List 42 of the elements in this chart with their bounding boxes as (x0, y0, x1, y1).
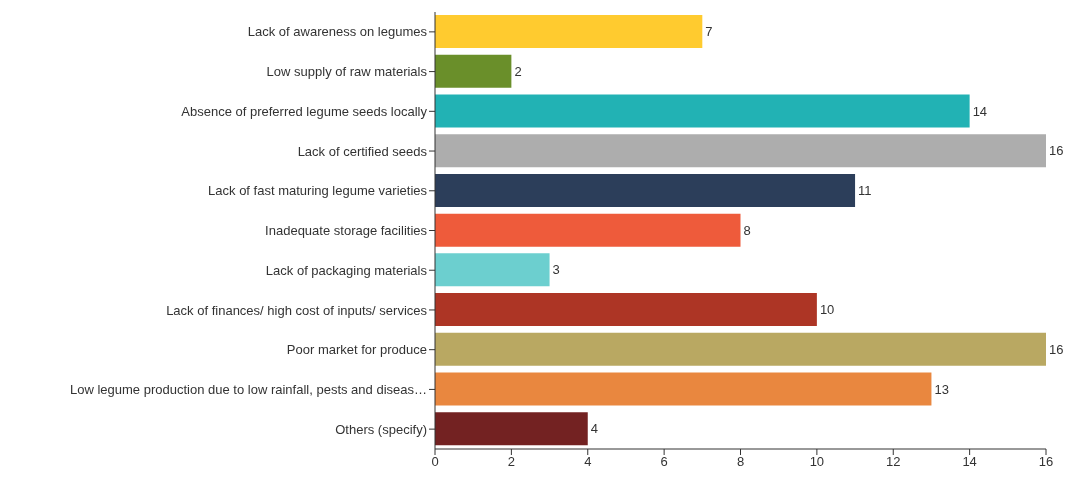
x-tick-label: 2 (507, 454, 515, 470)
x-tick-label: 12 (886, 454, 901, 470)
data-label: 10 (819, 302, 835, 318)
data-label: 3 (552, 262, 560, 278)
x-tick-label: 0 (431, 454, 439, 470)
bar (435, 134, 1046, 168)
x-tick-label: 10 (809, 454, 825, 470)
bar (435, 293, 817, 327)
bar (435, 173, 856, 207)
bar (435, 15, 703, 48)
data-label: 13 (934, 381, 949, 397)
y-tick-label: Absence of preferred legume seeds locally (181, 103, 428, 119)
y-tick-label: Others (specify) (335, 421, 427, 437)
x-tick-label: 16 (1038, 454, 1054, 470)
y-tick-label: Lack of fast maturing legume varieties (208, 183, 428, 199)
data-label: 16 (1049, 143, 1064, 159)
data-label: 16 (1049, 341, 1064, 357)
data-label: 7 (705, 24, 713, 40)
y-tick-label: Poor market for produce (286, 342, 427, 358)
bar (435, 94, 970, 128)
x-tick-label: 14 (962, 454, 977, 470)
y-tick-label: Inadequate storage facilities (265, 223, 428, 239)
y-tick-label: Low legume production due to low rainfall, pests and diseas… (70, 382, 427, 398)
bar (435, 332, 1046, 366)
y-tick-label: Lack of awareness on legumes (247, 24, 428, 40)
x-tick-label: 8 (736, 454, 745, 470)
y-tick-label: Low supply of raw materials (266, 64, 428, 80)
data-label: 8 (743, 222, 751, 238)
data-label: 4 (590, 421, 598, 437)
y-tick-label: Lack of finances/ high cost of inputs/ services (166, 302, 428, 318)
bar (435, 372, 932, 406)
data-label: 14 (972, 103, 988, 119)
y-tick-label: Lack of certified seeds (297, 143, 428, 159)
y-tick-label: Lack of packaging materials (265, 262, 428, 278)
bar (435, 54, 512, 88)
bar (435, 412, 588, 446)
x-tick-label: 6 (660, 454, 668, 470)
bar (435, 213, 741, 247)
x-tick-label: 4 (584, 454, 592, 470)
data-label: 11 (858, 183, 872, 199)
data-label: 2 (514, 63, 522, 79)
bar (435, 253, 550, 287)
